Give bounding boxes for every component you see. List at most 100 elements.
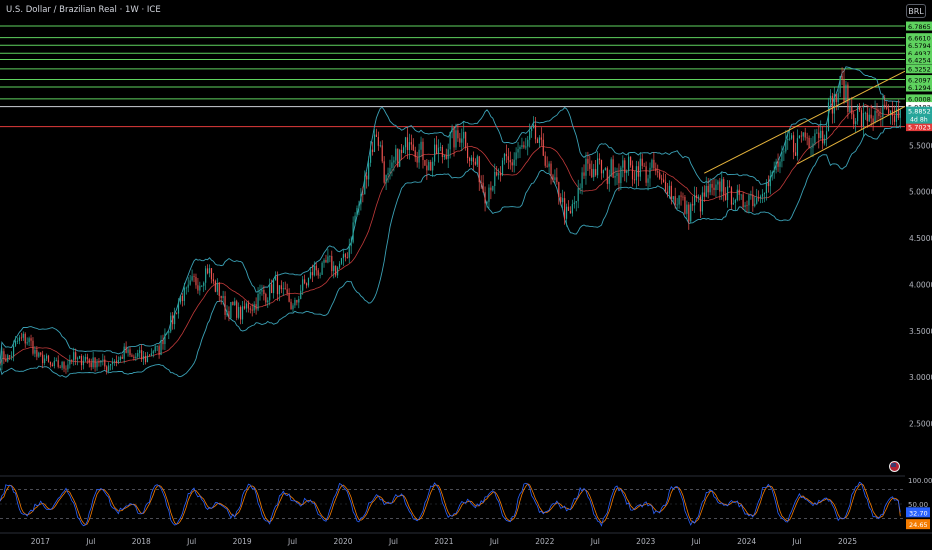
candle	[395, 144, 397, 165]
candle	[709, 178, 711, 196]
candle	[651, 158, 653, 171]
candle	[36, 345, 38, 361]
candle	[379, 141, 381, 148]
candle	[424, 159, 426, 166]
candle	[531, 127, 533, 138]
candle	[756, 188, 758, 205]
candle	[77, 356, 79, 366]
stoch-rsi-k-line	[0, 481, 901, 527]
candle	[767, 175, 769, 193]
candle	[16, 337, 19, 344]
candle	[315, 262, 317, 276]
candle	[680, 191, 682, 206]
candle	[699, 194, 702, 219]
candle	[515, 147, 517, 167]
candle	[453, 126, 455, 157]
symbol-title[interactable]: U.S. Dollar / Brazilian Real · 1W · ICE	[6, 5, 161, 15]
candle	[20, 332, 22, 342]
candle	[78, 355, 81, 360]
candle	[335, 265, 337, 278]
candle	[732, 197, 735, 205]
candle	[804, 127, 806, 141]
candle	[321, 261, 323, 275]
candle	[222, 290, 224, 305]
candle	[569, 206, 572, 214]
candle	[874, 100, 876, 124]
candle	[802, 132, 804, 141]
candle	[711, 180, 713, 196]
candle	[494, 163, 496, 194]
candle	[503, 152, 506, 165]
candle	[265, 292, 267, 306]
candle	[214, 279, 216, 293]
candle	[730, 186, 733, 210]
candle	[253, 301, 255, 313]
candle	[593, 163, 595, 182]
candle	[889, 110, 892, 125]
candle	[602, 169, 605, 178]
candle	[439, 142, 442, 152]
candle	[692, 196, 694, 211]
candle	[404, 136, 407, 155]
level-label-bg	[906, 21, 932, 31]
candle	[144, 352, 147, 365]
time-tick-label: 2021	[434, 537, 453, 546]
price-tick-label: 5.5000	[909, 141, 932, 150]
candle	[90, 358, 92, 371]
candle	[208, 264, 211, 278]
candle	[387, 167, 389, 183]
candle	[102, 353, 104, 366]
candle	[457, 123, 459, 142]
candle	[818, 124, 820, 149]
candle	[247, 300, 249, 313]
level-label-bg	[906, 55, 932, 65]
stoch-rsi-pane	[0, 475, 932, 527]
candle	[866, 106, 868, 128]
candle	[478, 155, 480, 191]
price-tick-label: 5.0000	[909, 188, 932, 197]
candle	[338, 261, 341, 269]
candle	[540, 127, 542, 146]
us-flag-icon[interactable]	[889, 461, 900, 472]
candle	[899, 108, 901, 129]
candle	[666, 183, 669, 198]
candle	[536, 137, 539, 144]
candle	[771, 170, 773, 181]
candle	[523, 141, 525, 149]
candle	[9, 355, 11, 360]
candle	[375, 128, 377, 138]
candle	[220, 295, 222, 305]
candle	[71, 359, 73, 365]
candle	[622, 155, 624, 178]
candle	[437, 139, 440, 163]
level-label-bg	[906, 48, 932, 58]
candle	[565, 203, 568, 227]
candle	[779, 158, 781, 174]
candle	[862, 102, 865, 137]
candle	[587, 151, 589, 171]
candle	[682, 192, 684, 201]
candle	[148, 353, 150, 357]
candle	[399, 148, 401, 168]
candle	[129, 346, 131, 358]
candle	[808, 135, 810, 149]
candle	[591, 160, 593, 179]
currency-badge[interactable]: BRL	[906, 4, 926, 18]
price-tick-label: 4.5000	[909, 234, 932, 243]
candle	[203, 281, 205, 293]
candle	[210, 268, 213, 284]
candle	[86, 353, 88, 364]
candle	[482, 174, 484, 193]
trend-channel[interactable]	[704, 70, 906, 174]
candle	[154, 344, 156, 353]
candle	[38, 351, 40, 358]
bollinger-lower	[0, 125, 901, 378]
rsi-k-badge	[906, 507, 930, 518]
candle	[271, 279, 273, 294]
candle	[490, 181, 492, 200]
candle	[305, 282, 308, 289]
candle	[571, 199, 573, 217]
candle	[348, 238, 350, 264]
candle	[829, 89, 832, 106]
